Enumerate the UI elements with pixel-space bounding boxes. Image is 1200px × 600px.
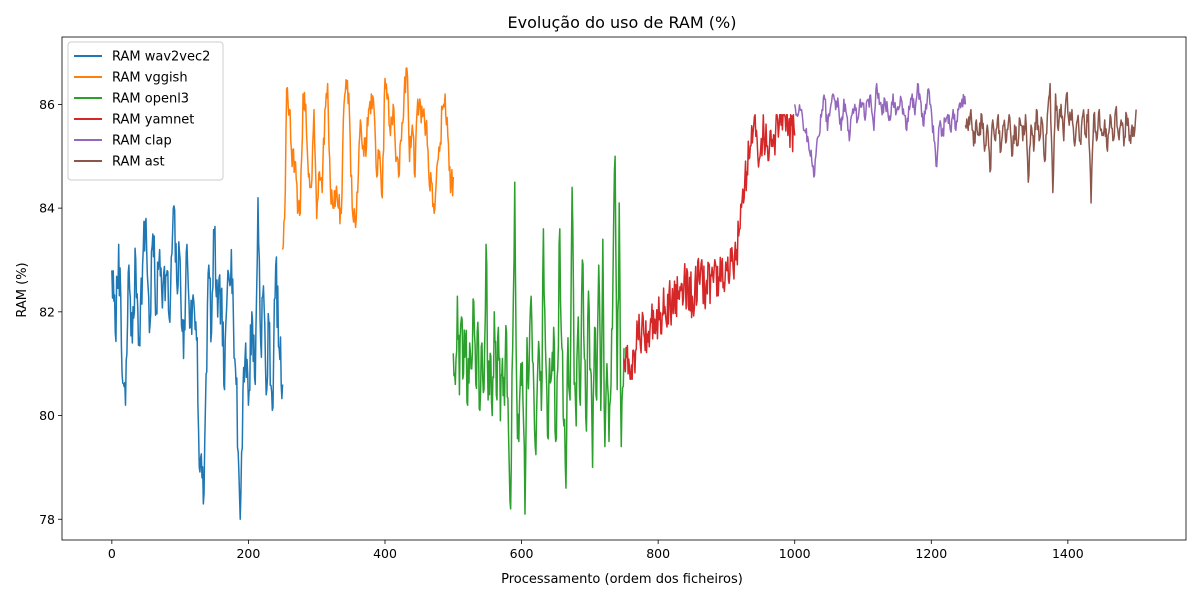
x-tick-label: 800 <box>646 546 670 561</box>
legend-label: RAM openl3 <box>112 92 189 107</box>
y-tick-label: 84 <box>39 201 55 216</box>
y-tick-label: 80 <box>39 408 55 423</box>
x-tick-label: 200 <box>236 546 260 561</box>
legend-label: RAM ast <box>112 155 165 170</box>
x-tick-label: 400 <box>373 546 397 561</box>
chart-title: Evolução do uso de RAM (%) <box>508 13 737 32</box>
series-line-ram-yamnet <box>623 114 796 380</box>
legend-label: RAM yamnet <box>112 113 194 128</box>
legend-label: RAM clap <box>112 134 172 149</box>
axes-frame <box>61 36 1187 541</box>
y-axis-label: RAM (%) <box>15 262 30 317</box>
series-line-ram-wav2vec2 <box>111 197 284 521</box>
x-tick-label: 600 <box>510 546 534 561</box>
y-tick-label: 82 <box>39 304 55 319</box>
x-tick-label: 1200 <box>915 546 947 561</box>
x-tick-label: 1400 <box>1052 546 1084 561</box>
legend-box <box>67 41 224 181</box>
y-tick-label: 86 <box>39 97 55 112</box>
series-line-ram-vggish <box>281 67 455 250</box>
series-line-ram-openl3 <box>452 155 625 515</box>
x-tick-label: 1000 <box>779 546 811 561</box>
legend-label: RAM wav2vec2 <box>112 50 210 65</box>
y-tick-label: 78 <box>39 512 55 527</box>
x-axis-label: Processamento (ordem dos ficheiros) <box>501 572 743 587</box>
series-line-ram-clap <box>793 82 967 178</box>
legend-label: RAM vggish <box>112 71 188 86</box>
plot-area: 0 200 400 600 800 1000 1200 1400 78 80 82 84 86 RAM w… <box>39 36 1187 561</box>
x-tick-label: 0 <box>108 546 116 561</box>
series-line-ram-ast <box>964 82 1137 204</box>
